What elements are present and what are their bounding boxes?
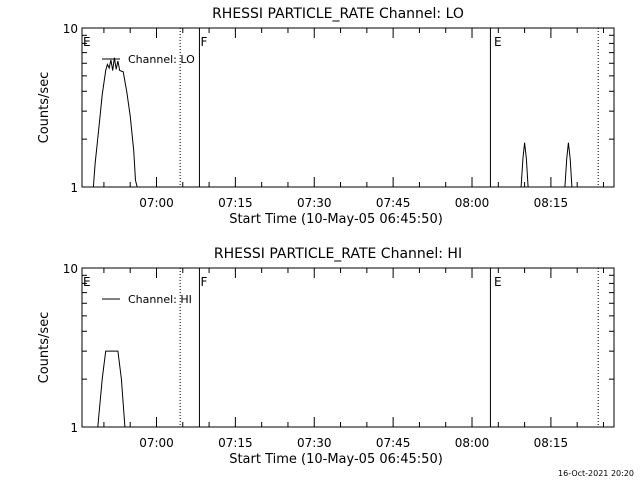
legend-label: Channel: LO	[128, 53, 195, 66]
x-tick-label: 08:00	[455, 196, 490, 210]
y-axis-label: Counts/sec	[37, 312, 52, 384]
y-tick-label: 1	[70, 181, 78, 195]
y-tick-label: 1	[70, 421, 78, 435]
marker-label: E	[494, 35, 502, 49]
chart-panel-2: RHESSI PARTICLE_RATE Channel: HI Start Ti…	[37, 246, 614, 467]
x-axis-label: Start Time (10-May-05 06:45:50)	[229, 452, 443, 467]
marker-label: E	[83, 275, 91, 289]
footer-timestamp: 16-Oct-2021 20:20	[558, 469, 634, 478]
series-line	[98, 351, 125, 427]
chart-title: RHESSI PARTICLE_RATE Channel: HI	[214, 246, 462, 262]
marker-label: F	[200, 35, 207, 49]
legend-label: Channel: HI	[128, 293, 192, 306]
y-tick-label: 10	[63, 22, 78, 36]
x-tick-label: 08:15	[534, 196, 569, 210]
x-tick-label: 07:15	[218, 436, 253, 450]
chart-panel-1: RHESSI PARTICLE_RATE Channel: LO Start Ti…	[37, 6, 614, 227]
x-tick-label: 08:15	[534, 436, 569, 450]
x-tick-label: 08:00	[455, 436, 490, 450]
marker-label: E	[494, 275, 502, 289]
series-line	[93, 58, 137, 187]
x-tick-label: 07:00	[139, 436, 174, 450]
plot-frame	[82, 28, 614, 187]
x-tick-label: 07:30	[297, 436, 332, 450]
x-tick-label: 07:45	[376, 436, 411, 450]
plot-frame	[82, 268, 614, 427]
marker-label: E	[83, 35, 91, 49]
x-tick-label: 07:15	[218, 196, 253, 210]
x-axis-label: Start Time (10-May-05 06:45:50)	[229, 212, 443, 227]
y-axis-label: Counts/sec	[37, 72, 52, 144]
series-line	[565, 143, 572, 187]
y-tick-label: 10	[63, 262, 78, 276]
marker-label: F	[200, 275, 207, 289]
chart-title: RHESSI PARTICLE_RATE Channel: LO	[212, 6, 464, 22]
x-tick-label: 07:30	[297, 196, 332, 210]
series-line	[521, 143, 528, 187]
x-tick-label: 07:00	[139, 196, 174, 210]
x-tick-label: 07:45	[376, 196, 411, 210]
